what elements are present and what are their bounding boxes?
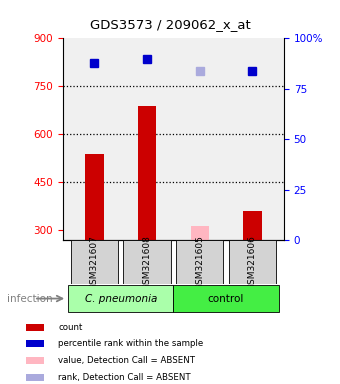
Bar [27, 341, 44, 348]
Text: control: control [208, 293, 244, 304]
Bar [190, 226, 209, 240]
Bar [27, 357, 44, 364]
Bar [27, 324, 44, 331]
Bar [138, 106, 156, 240]
Bar [68, 285, 173, 312]
Bar [123, 240, 171, 284]
Bar [228, 240, 276, 284]
Text: infection: infection [7, 294, 52, 304]
Text: GSM321607: GSM321607 [90, 235, 99, 290]
Text: GDS3573 / 209062_x_at: GDS3573 / 209062_x_at [90, 18, 250, 31]
Bar [176, 240, 223, 284]
Text: GSM321606: GSM321606 [248, 235, 257, 290]
Text: percentile rank within the sample: percentile rank within the sample [58, 339, 204, 348]
Bar [27, 374, 44, 381]
Bar [173, 285, 279, 312]
Text: value, Detection Call = ABSENT: value, Detection Call = ABSENT [58, 356, 195, 365]
Bar [85, 154, 104, 240]
Text: count: count [58, 323, 83, 332]
Bar [243, 211, 261, 240]
Text: GSM321605: GSM321605 [195, 235, 204, 290]
Text: GSM321608: GSM321608 [142, 235, 152, 290]
Text: C. pneumonia: C. pneumonia [85, 293, 157, 304]
Text: rank, Detection Call = ABSENT: rank, Detection Call = ABSENT [58, 372, 191, 382]
Bar [71, 240, 118, 284]
